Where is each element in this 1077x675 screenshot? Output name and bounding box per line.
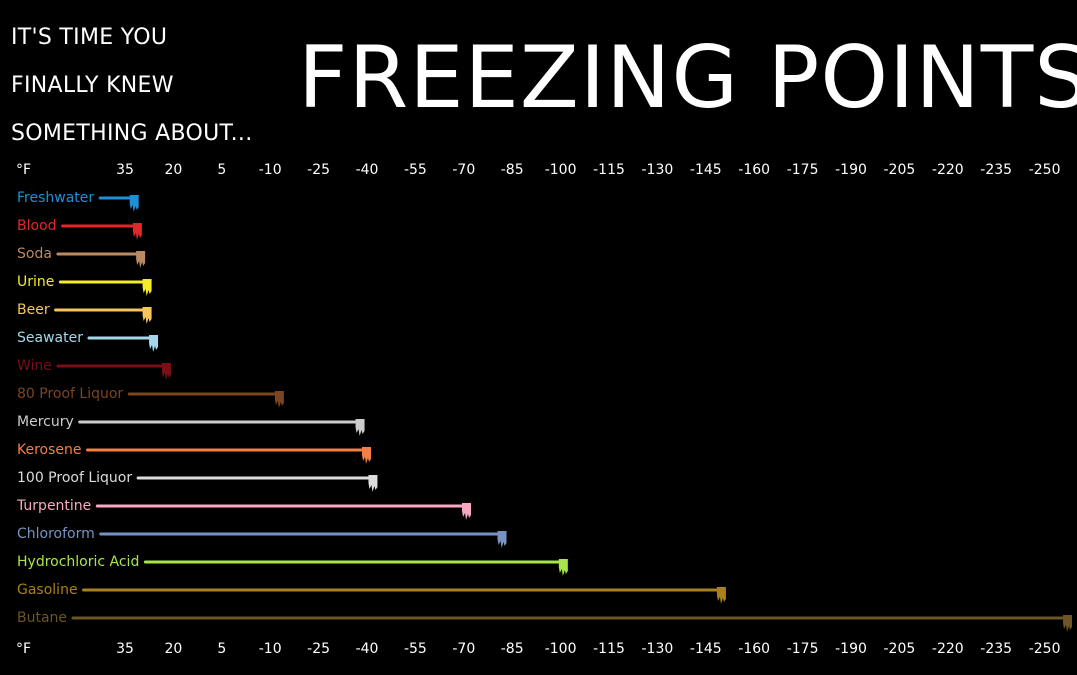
tick-label-top: -220 bbox=[932, 162, 964, 178]
bar-end-drip bbox=[161, 363, 171, 380]
bar-label: Hydrochloric Acid bbox=[17, 554, 139, 570]
tick-label-top: -190 bbox=[835, 162, 867, 178]
bar-end-drip bbox=[136, 251, 146, 268]
bar-label: 100 Proof Liquor bbox=[17, 470, 132, 486]
bar-label: Wine bbox=[17, 358, 52, 374]
tick-label-bottom: -55 bbox=[404, 641, 427, 657]
tick-label-bottom: -220 bbox=[932, 641, 964, 657]
bar-end-drip bbox=[142, 307, 152, 324]
bar-label: Chloroform bbox=[17, 526, 95, 542]
bar-label: 80 Proof Liquor bbox=[17, 386, 123, 402]
tick-label-bottom: 20 bbox=[164, 641, 182, 657]
bar-end-drip bbox=[462, 503, 472, 520]
tick-label-bottom: -190 bbox=[835, 641, 867, 657]
tick-label-bottom: -130 bbox=[642, 641, 674, 657]
tick-label-bottom: -40 bbox=[356, 641, 379, 657]
tick-label-top: -10 bbox=[259, 162, 282, 178]
tick-label-bottom: -145 bbox=[690, 641, 722, 657]
tick-label-top: -55 bbox=[404, 162, 427, 178]
tick-label-bottom: -10 bbox=[259, 641, 282, 657]
intro-line-2: FINALLY KNEW bbox=[11, 73, 174, 98]
tick-label-top: -175 bbox=[787, 162, 819, 178]
tick-label-bottom: -25 bbox=[307, 641, 330, 657]
intro-line-1: IT'S TIME YOU bbox=[11, 25, 168, 50]
tick-label-top: -115 bbox=[593, 162, 625, 178]
bar-label: Freshwater bbox=[17, 190, 94, 206]
bar-end-drip bbox=[1063, 615, 1072, 632]
intro-line-3: SOMETHING ABOUT... bbox=[11, 121, 253, 146]
bar-end-drip bbox=[368, 475, 378, 492]
bar-end-drip bbox=[142, 279, 152, 296]
tick-label-top: -100 bbox=[545, 162, 577, 178]
bar-end-drip bbox=[274, 391, 284, 408]
tick-label-top: -205 bbox=[884, 162, 916, 178]
tick-label-top: -85 bbox=[501, 162, 524, 178]
bar-label: Soda bbox=[17, 246, 52, 262]
tick-label-top: 5 bbox=[217, 162, 226, 178]
tick-label-bottom: -160 bbox=[738, 641, 770, 657]
tick-label-top: -130 bbox=[642, 162, 674, 178]
bar-end-drip bbox=[132, 223, 142, 240]
bar-label: Kerosene bbox=[17, 442, 82, 458]
bar-label: Turpentine bbox=[16, 498, 91, 514]
tick-label-bottom: 5 bbox=[217, 641, 226, 657]
intro-text: IT'S TIME YOU FINALLY KNEW SOMETHING ABO… bbox=[11, 14, 253, 158]
bar-label: Gasoline bbox=[17, 582, 78, 598]
tick-label-bottom: -205 bbox=[884, 641, 916, 657]
tick-label-bottom: 35 bbox=[116, 641, 134, 657]
bar-label: Beer bbox=[17, 302, 50, 318]
tick-label-bottom: -115 bbox=[593, 641, 625, 657]
tick-label-top: -160 bbox=[738, 162, 770, 178]
bar-end-drip bbox=[716, 587, 726, 604]
tick-label-top: -145 bbox=[690, 162, 722, 178]
bar-label: Mercury bbox=[17, 414, 74, 430]
bar-end-drip bbox=[558, 559, 568, 576]
axis-unit-bottom: °F bbox=[16, 641, 31, 657]
tick-label-top: -25 bbox=[307, 162, 330, 178]
tick-label-top: 35 bbox=[116, 162, 134, 178]
bar-end-drip bbox=[355, 419, 365, 436]
bar-label: Blood bbox=[17, 218, 57, 234]
tick-label-bottom: -250 bbox=[1029, 641, 1061, 657]
tick-label-top: 20 bbox=[164, 162, 182, 178]
tick-label-bottom: -235 bbox=[980, 641, 1012, 657]
tick-label-bottom: -175 bbox=[787, 641, 819, 657]
axis-unit-top: °F bbox=[16, 162, 31, 178]
tick-label-top: -235 bbox=[980, 162, 1012, 178]
bar-label: Butane bbox=[17, 610, 67, 626]
bar-end-drip bbox=[149, 335, 159, 352]
tick-label-top: -250 bbox=[1029, 162, 1061, 178]
tick-label-bottom: -85 bbox=[501, 641, 524, 657]
tick-label-bottom: -100 bbox=[545, 641, 577, 657]
tick-label-top: -40 bbox=[356, 162, 379, 178]
bar-end-drip bbox=[362, 447, 371, 464]
bar-label: Seawater bbox=[17, 330, 83, 346]
chart-title: FREEZING POINTS bbox=[298, 28, 1077, 128]
bar-end-drip bbox=[129, 195, 139, 212]
bar-label: Urine bbox=[17, 274, 54, 290]
tick-label-bottom: -70 bbox=[452, 641, 475, 657]
bar-end-drip bbox=[497, 531, 507, 548]
tick-label-top: -70 bbox=[452, 162, 475, 178]
